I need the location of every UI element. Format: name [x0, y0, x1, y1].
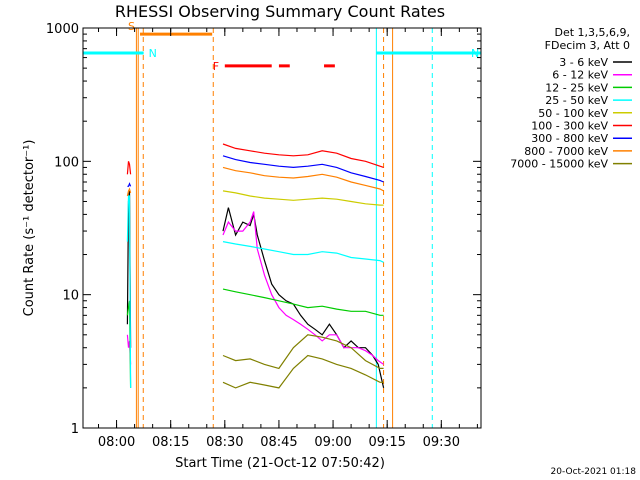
series-line-5-0 [126, 161, 132, 175]
legend-label-2: 12 - 25 keV [545, 81, 608, 94]
series-line-4-0 [222, 190, 384, 206]
series-line-3-1 [222, 241, 384, 263]
x-tick-label: 08:45 [260, 435, 297, 450]
y-tick-label: 10 [62, 289, 79, 304]
x-axis: 08:00 08:15 08:30 08:45 09:00 09:15 09:30 [98, 28, 478, 450]
legend-label-8: 7000 - 15000 keV [510, 158, 608, 171]
flag-label-2: N [471, 47, 479, 60]
series-lines [126, 143, 385, 389]
x-axis-label: Start Time (21-Oct-12 07:50:42) [175, 456, 385, 471]
x-tick-label: 09:00 [314, 435, 351, 450]
legend-label-4: 50 - 100 keV [538, 107, 608, 120]
legend-header-line-1: Det 1,3,5,6,9, [554, 26, 630, 39]
legend-label-3: 25 - 50 keV [545, 94, 608, 107]
legend-label-1: 6 - 12 keV [552, 69, 608, 82]
flag-label-1: N [149, 47, 157, 60]
legend-header-line-2: FDecim 3, Att 0 [545, 39, 630, 52]
x-tick-label: 09:15 [368, 435, 405, 450]
series-line-5-1 [222, 143, 384, 168]
y-tick-label: 1 [71, 422, 79, 437]
series-line-8-1 [222, 354, 384, 389]
series-line-0-1 [222, 207, 385, 389]
series-line-6-0 [127, 182, 132, 187]
series-line-8-0 [222, 334, 384, 370]
series-line-1-1 [222, 211, 384, 365]
render-timestamp: 20-Oct-2021 01:18 [551, 467, 637, 477]
y-axis-label: Count Rate (s⁻¹ detector⁻¹) [22, 140, 37, 317]
y-axis: 1 10 100 1000 [46, 22, 481, 437]
flag-bars: S N N F [83, 20, 481, 73]
plot-frame [82, 27, 482, 429]
series-line-7-0 [126, 187, 132, 197]
series-line-6-1 [222, 155, 384, 183]
flag-label-3: F [213, 60, 219, 73]
flag-label-0: S [128, 20, 135, 33]
y-tick-label: 100 [54, 155, 79, 170]
legend: Det 1,3,5,6,9, FDecim 3, Att 0 3 - 6 keV… [510, 26, 632, 171]
x-tick-label: 09:30 [423, 435, 460, 450]
legend-label-7: 800 - 7000 keV [524, 145, 608, 158]
legend-label-5: 100 - 300 keV [531, 120, 608, 133]
x-tick-label: 08:15 [152, 435, 189, 450]
x-tick-label: 08:30 [206, 435, 243, 450]
legend-label-0: 3 - 6 keV [559, 56, 608, 69]
chart-title: RHESSI Observing Summary Count Rates [115, 2, 445, 21]
series-line-3-0 [126, 195, 132, 388]
series-line-7-1 [222, 166, 384, 192]
legend-label-6: 300 - 800 keV [531, 132, 608, 145]
series-line-2-1 [222, 288, 384, 316]
y-tick-label: 1000 [46, 22, 79, 37]
x-tick-label: 08:00 [98, 435, 135, 450]
